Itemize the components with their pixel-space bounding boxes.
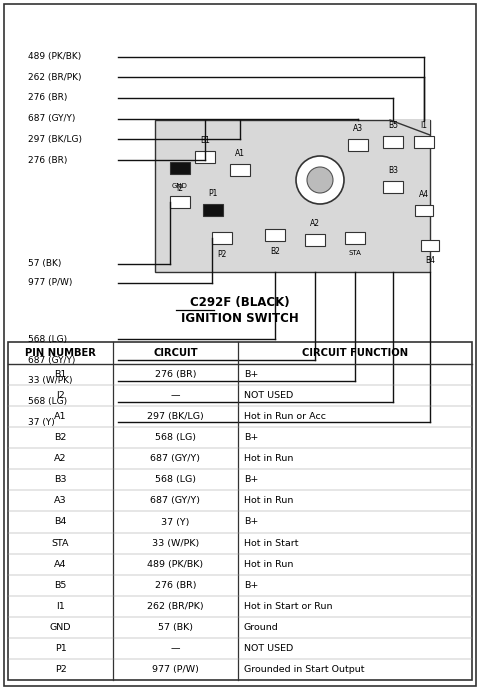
Text: I1: I1 bbox=[420, 121, 428, 130]
Text: 37 (Y): 37 (Y) bbox=[161, 518, 190, 526]
Text: P2: P2 bbox=[217, 250, 227, 259]
Bar bbox=[170, 196, 190, 208]
Text: 57 (BK): 57 (BK) bbox=[158, 623, 193, 632]
Text: STA: STA bbox=[348, 250, 361, 256]
Text: 568 (LG): 568 (LG) bbox=[28, 397, 67, 406]
Bar bbox=[195, 151, 215, 163]
Text: P1: P1 bbox=[55, 644, 66, 653]
Text: B2: B2 bbox=[54, 433, 67, 442]
Text: B4: B4 bbox=[425, 256, 435, 265]
Text: IGNITION SWITCH: IGNITION SWITCH bbox=[181, 312, 299, 325]
Circle shape bbox=[307, 167, 333, 193]
Text: 687 (GY/Y): 687 (GY/Y) bbox=[151, 454, 201, 463]
Text: B+: B+ bbox=[244, 433, 258, 442]
Text: STA: STA bbox=[52, 539, 69, 548]
Text: A1: A1 bbox=[235, 149, 245, 158]
Bar bbox=[155, 120, 430, 272]
Text: B1: B1 bbox=[200, 136, 210, 145]
Text: A4: A4 bbox=[419, 190, 429, 199]
Text: B+: B+ bbox=[244, 475, 258, 484]
Text: Hot in Start or Run: Hot in Start or Run bbox=[244, 602, 333, 611]
Text: 57 (BK): 57 (BK) bbox=[28, 259, 61, 268]
Text: 33 (W/PK): 33 (W/PK) bbox=[28, 376, 72, 386]
Text: 37 (Y): 37 (Y) bbox=[28, 417, 55, 427]
Text: 276 (BR): 276 (BR) bbox=[155, 370, 196, 379]
Text: CIRCUIT: CIRCUIT bbox=[153, 348, 198, 358]
Text: NOT USED: NOT USED bbox=[244, 644, 293, 653]
Text: A4: A4 bbox=[54, 560, 67, 569]
Bar bbox=[348, 139, 368, 151]
Text: B5: B5 bbox=[54, 581, 67, 590]
Text: 262 (BR/PK): 262 (BR/PK) bbox=[147, 602, 204, 611]
Text: CIRCUIT FUNCTION: CIRCUIT FUNCTION bbox=[302, 348, 408, 358]
Bar bbox=[8, 342, 472, 680]
Text: NOT USED: NOT USED bbox=[244, 391, 293, 400]
Circle shape bbox=[296, 156, 344, 204]
Text: 276 (BR): 276 (BR) bbox=[155, 581, 196, 590]
Bar bbox=[170, 162, 190, 174]
Text: 489 (PK/BK): 489 (PK/BK) bbox=[147, 560, 204, 569]
Text: 297 (BK/LG): 297 (BK/LG) bbox=[147, 412, 204, 421]
Text: B3: B3 bbox=[388, 166, 398, 175]
Text: C292F (BLACK): C292F (BLACK) bbox=[190, 296, 290, 309]
Text: A3: A3 bbox=[54, 496, 67, 506]
Text: 687 (GY/Y): 687 (GY/Y) bbox=[28, 114, 75, 124]
Text: Hot in Run or Acc: Hot in Run or Acc bbox=[244, 412, 326, 421]
Text: Ground: Ground bbox=[244, 623, 279, 632]
Text: B1: B1 bbox=[54, 370, 67, 379]
Bar bbox=[230, 164, 250, 176]
Text: 276 (BR): 276 (BR) bbox=[28, 93, 67, 103]
Text: P1: P1 bbox=[208, 189, 218, 198]
Text: B+: B+ bbox=[244, 518, 258, 526]
Text: 276 (BR): 276 (BR) bbox=[28, 155, 67, 165]
Text: 489 (PK/BK): 489 (PK/BK) bbox=[28, 52, 81, 61]
Text: B4: B4 bbox=[54, 518, 67, 526]
Text: A2: A2 bbox=[54, 454, 67, 463]
Text: I1: I1 bbox=[56, 602, 65, 611]
Bar bbox=[383, 136, 403, 148]
Text: GND: GND bbox=[172, 183, 188, 189]
Bar bbox=[345, 232, 365, 244]
Text: A3: A3 bbox=[353, 124, 363, 133]
Text: Hot in Run: Hot in Run bbox=[244, 560, 293, 569]
Text: A1: A1 bbox=[54, 412, 67, 421]
Text: 297 (BK/LG): 297 (BK/LG) bbox=[28, 135, 82, 144]
Text: 977 (P/W): 977 (P/W) bbox=[28, 278, 72, 288]
Text: 568 (LG): 568 (LG) bbox=[28, 335, 67, 344]
Text: 33 (W/PK): 33 (W/PK) bbox=[152, 539, 199, 548]
Text: 568 (LG): 568 (LG) bbox=[155, 475, 196, 484]
Text: Hot in Start: Hot in Start bbox=[244, 539, 299, 548]
Text: 568 (LG): 568 (LG) bbox=[155, 433, 196, 442]
Text: —: — bbox=[171, 644, 180, 653]
Text: A2: A2 bbox=[310, 219, 320, 228]
Bar bbox=[305, 234, 325, 246]
Text: I2: I2 bbox=[177, 184, 183, 193]
Polygon shape bbox=[390, 120, 430, 135]
Bar bbox=[265, 229, 285, 241]
Text: 687 (GY/Y): 687 (GY/Y) bbox=[151, 496, 201, 506]
Bar bbox=[212, 232, 232, 244]
Text: P2: P2 bbox=[55, 665, 66, 674]
Text: Hot in Run: Hot in Run bbox=[244, 496, 293, 506]
Text: B+: B+ bbox=[244, 370, 258, 379]
Text: B3: B3 bbox=[54, 475, 67, 484]
Bar bbox=[415, 204, 433, 215]
Bar bbox=[421, 239, 439, 250]
Text: B+: B+ bbox=[244, 581, 258, 590]
Text: PIN NUMBER: PIN NUMBER bbox=[25, 348, 96, 358]
Text: Hot in Run: Hot in Run bbox=[244, 454, 293, 463]
Text: Grounded in Start Output: Grounded in Start Output bbox=[244, 665, 364, 674]
Text: —: — bbox=[171, 391, 180, 400]
Text: I2: I2 bbox=[56, 391, 65, 400]
Text: 687 (GY/Y): 687 (GY/Y) bbox=[28, 355, 75, 365]
Text: GND: GND bbox=[50, 623, 71, 632]
Text: B5: B5 bbox=[388, 121, 398, 130]
Bar bbox=[203, 204, 223, 216]
Text: 977 (P/W): 977 (P/W) bbox=[152, 665, 199, 674]
Text: 262 (BR/PK): 262 (BR/PK) bbox=[28, 72, 82, 82]
Text: B2: B2 bbox=[270, 247, 280, 256]
Bar bbox=[414, 136, 434, 148]
Bar bbox=[383, 181, 403, 193]
